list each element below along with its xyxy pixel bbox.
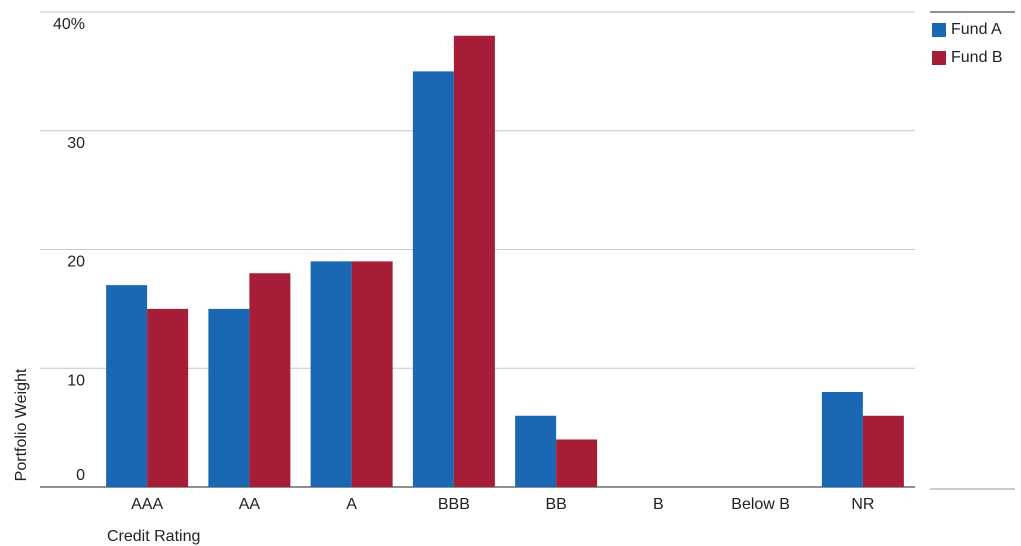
x-tick-label: Below B (731, 496, 790, 513)
x-tick-label: AAA (131, 496, 163, 513)
bar (453, 35, 495, 487)
x-axis-title: Credit Rating (107, 528, 200, 545)
y-tick-label: 30 (67, 135, 85, 152)
legend-label: Fund A (951, 21, 1002, 38)
legend-swatch (932, 23, 946, 37)
x-tick-label: NR (851, 496, 874, 513)
bar (106, 285, 148, 487)
x-tick-label: B (653, 496, 664, 513)
x-tick-label: AA (239, 496, 261, 513)
bar (862, 415, 904, 487)
legend-label: Fund B (951, 49, 1003, 66)
y-tick-label: 20 (67, 254, 85, 271)
bar (249, 273, 291, 487)
bar (556, 439, 598, 487)
bar (412, 71, 454, 487)
bar (147, 308, 189, 487)
x-tick-label: BBB (438, 496, 470, 513)
x-tick-label: BB (545, 496, 566, 513)
bar (310, 261, 352, 487)
legend-swatch (932, 51, 946, 65)
y-tick-label: 0 (76, 467, 85, 484)
bar (351, 261, 393, 487)
y-tick-label: 10 (67, 372, 85, 389)
bar (515, 415, 557, 487)
y-tick-label: 40% (53, 16, 85, 33)
bar (208, 308, 250, 487)
x-tick-label: A (346, 496, 357, 513)
y-axis-title: Portfolio Weight (13, 368, 30, 481)
bar (821, 392, 863, 487)
